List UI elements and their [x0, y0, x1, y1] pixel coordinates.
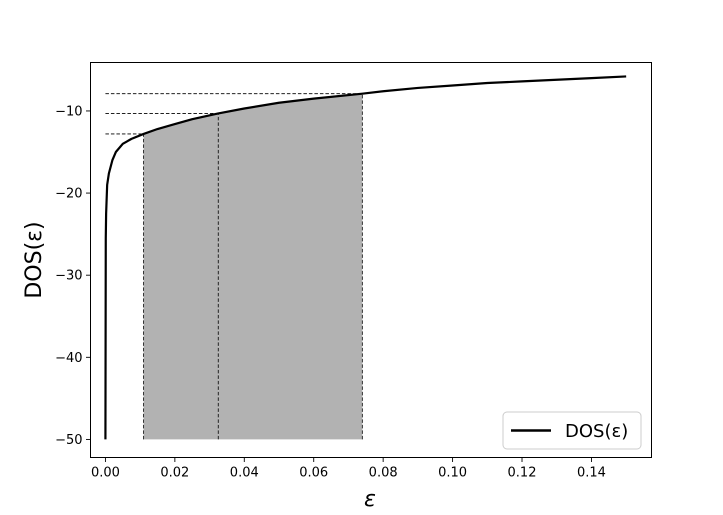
shaded-region-1 [143, 113, 219, 440]
series-layer [104, 75, 627, 440]
x-tick-label-3: 0.04 [230, 466, 259, 481]
x-tick-label-7: 0.12 [508, 466, 537, 481]
x-axis-ticks: 0.00 0.02 0.04 0.06 0.08 0.10 0.12 0.14 [91, 457, 606, 481]
x-tick-label-6: 0.10 [438, 466, 467, 481]
series-line-1 [104, 75, 627, 440]
legend-label: DOS(ε) [565, 421, 628, 442]
y-tick-label-4: −20 [55, 187, 82, 202]
y-axis-label: DOS(ε) [22, 221, 47, 298]
x-tick-label-4: 0.06 [299, 466, 328, 481]
legend-box [502, 411, 642, 450]
x-tick-label-2: 0.02 [160, 466, 189, 481]
plot-frame [90, 62, 652, 458]
y-axis-ticks: −50 −40 −30 −20 −10 [55, 104, 91, 448]
y-tick-label-1: −50 [55, 433, 82, 448]
reference-lines [105, 93, 363, 440]
x-tick-label-1: 0.00 [91, 466, 120, 481]
y-tick-label-5: −10 [55, 104, 82, 119]
shaded-regions [143, 93, 363, 440]
x-tick-label-5: 0.08 [369, 466, 398, 481]
y-tick-label-3: −30 [55, 269, 82, 284]
y-tick-label-2: −40 [55, 351, 82, 366]
shaded-region-2 [218, 93, 363, 440]
x-axis-label: ε [364, 487, 376, 512]
legend: DOS(ε) [502, 411, 642, 450]
x-tick-label-8: 0.14 [577, 466, 606, 481]
